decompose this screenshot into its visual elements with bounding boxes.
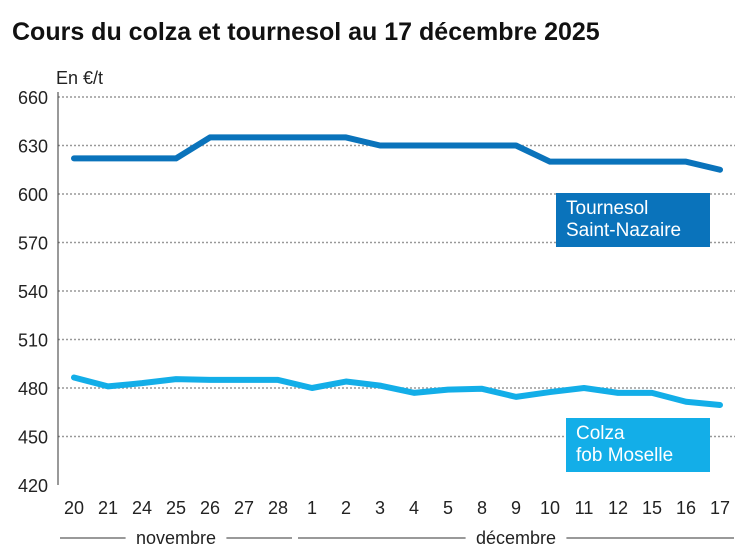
x-tick-label: 4 — [409, 498, 419, 518]
x-tick-label: 21 — [98, 498, 118, 518]
x-tick-label: 28 — [268, 498, 288, 518]
x-tick-label: 3 — [375, 498, 385, 518]
x-tick-label: 11 — [575, 498, 594, 518]
y-axis-label: En €/t — [56, 68, 104, 88]
x-tick-label: 12 — [608, 498, 628, 518]
y-tick-label: 510 — [18, 331, 48, 351]
y-tick-label: 540 — [18, 282, 48, 302]
x-tick-label: 16 — [676, 498, 696, 518]
y-tick-label: 480 — [18, 379, 48, 399]
x-tick-label: 1 — [307, 498, 317, 518]
y-tick-label: 660 — [18, 88, 48, 108]
legend-tournesol: Tournesol Saint-Nazaire — [556, 193, 710, 247]
x-tick-label: 8 — [477, 498, 487, 518]
legend-line-2: fob Moselle — [576, 445, 674, 466]
y-tick-label: 630 — [18, 137, 48, 157]
chart-title: Cours du colza et tournesol au 17 décemb… — [12, 18, 600, 46]
x-tick-label: 26 — [200, 498, 220, 518]
y-tick-label: 420 — [18, 476, 48, 496]
x-tick-label: 10 — [540, 498, 560, 518]
legend-colza: Colza fob Moselle — [566, 418, 710, 472]
legend-line-1: Colza — [576, 423, 625, 444]
x-tick-label: 27 — [234, 498, 254, 518]
x-tick-label: 9 — [511, 498, 521, 518]
y-tick-label: 570 — [18, 234, 48, 254]
x-tick-label: 25 — [166, 498, 186, 518]
x-tick-label: 20 — [64, 498, 84, 518]
y-tick-label: 600 — [18, 185, 48, 205]
series-line-1 — [71, 374, 723, 408]
series-line-0 — [71, 134, 723, 173]
x-tick-label: 2 — [341, 498, 351, 518]
x-tick-label: 24 — [132, 498, 152, 518]
legend-line-1: Tournesol — [566, 198, 649, 219]
month-label: novembre — [136, 528, 216, 548]
y-tick-label: 450 — [18, 428, 48, 448]
legend-line-2: Saint-Nazaire — [566, 220, 682, 241]
month-label: décembre — [476, 528, 556, 548]
x-tick-label: 15 — [642, 498, 662, 518]
x-tick-label: 5 — [443, 498, 453, 518]
x-tick-label: 17 — [710, 498, 730, 518]
